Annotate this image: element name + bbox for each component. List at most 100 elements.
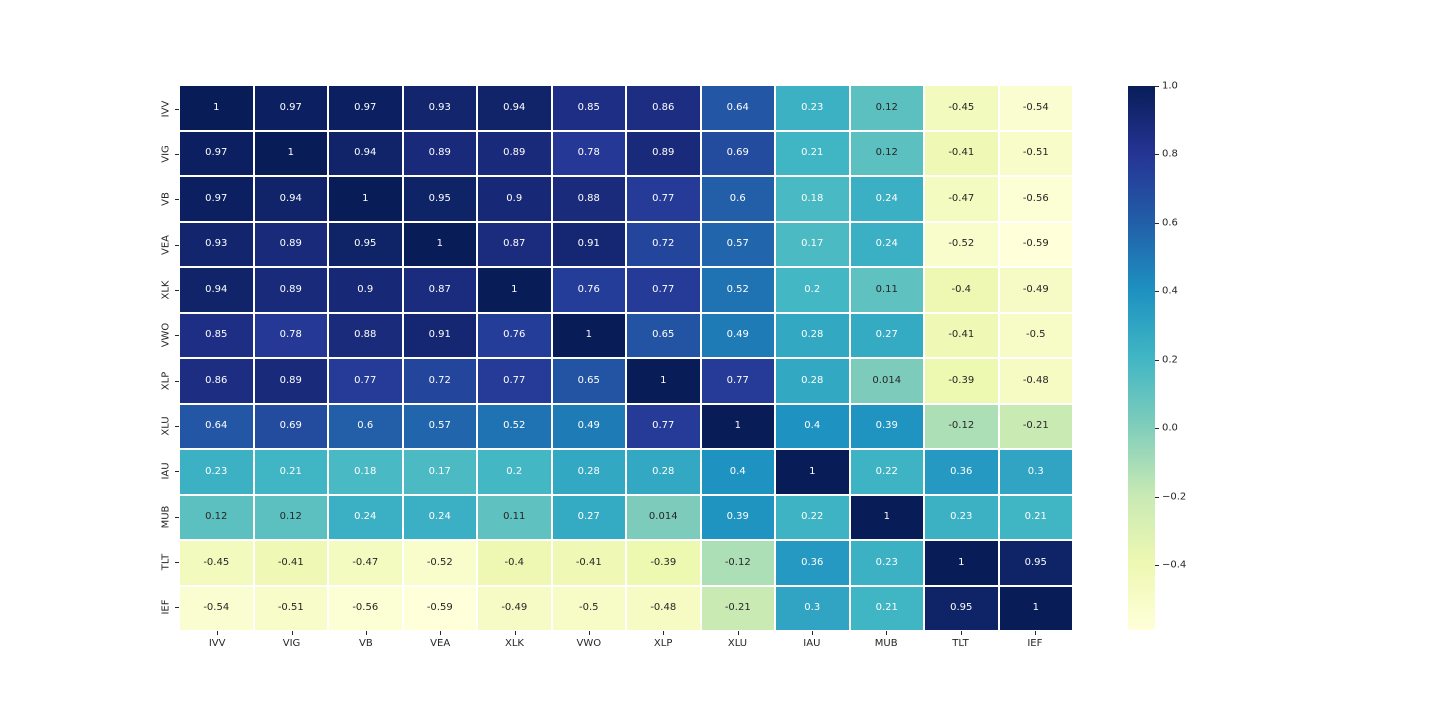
- heatmap-cell: 1: [329, 177, 402, 221]
- heatmap-cell: -0.48: [999, 359, 1072, 403]
- heatmap-cell: 0.89: [254, 222, 327, 266]
- cell-annotation: 0.76: [503, 329, 526, 341]
- cell-annotation: 0.89: [279, 238, 302, 250]
- colorbar-tick-label: 0.8: [1162, 148, 1178, 160]
- cell-annotation: 1: [213, 101, 220, 113]
- cell-annotation: 0.4: [729, 465, 746, 477]
- cell-annotation: 0.12: [279, 511, 302, 523]
- colorbar-tick: [1155, 86, 1159, 87]
- cell-annotation: 0.95: [1024, 556, 1047, 568]
- heatmap-cell: 0.69: [701, 131, 774, 175]
- heatmap-cell: -0.51: [254, 586, 327, 630]
- x-axis-tick: [588, 631, 590, 635]
- heatmap-cell: 0.97: [180, 131, 253, 175]
- heatmap-cell: -0.41: [925, 313, 998, 357]
- cell-annotation: 0.91: [428, 329, 451, 341]
- cell-annotation: 1: [585, 329, 592, 341]
- y-axis-tick: [175, 607, 179, 609]
- cell-annotation: 0.52: [503, 420, 526, 432]
- heatmap-cell: 0.23: [850, 541, 923, 585]
- cell-annotation: 0.94: [279, 192, 302, 204]
- x-axis-tick: [960, 631, 962, 635]
- cell-annotation: 0.85: [577, 101, 600, 113]
- x-axis-tick: [440, 631, 442, 635]
- heatmap-cell: 0.89: [254, 359, 327, 403]
- x-axis-label: VIG: [282, 638, 301, 649]
- y-axis-label: IAU: [160, 462, 172, 480]
- heatmap-cell: -0.54: [999, 86, 1072, 130]
- heatmap-cell: 0.24: [850, 177, 923, 221]
- heatmap-cell: -0.12: [701, 541, 774, 585]
- heatmap-cell: 0.18: [776, 177, 849, 221]
- cell-annotation: 0.64: [726, 101, 749, 113]
- cell-annotation: 0.93: [428, 101, 451, 113]
- y-axis-label: IEF: [160, 599, 172, 615]
- heatmap-cell: 0.22: [850, 450, 923, 494]
- heatmap-cell: 0.77: [329, 359, 402, 403]
- colorbar-tick: [1155, 428, 1159, 430]
- cell-annotation: 0.27: [875, 329, 898, 341]
- cell-annotation: 0.89: [503, 147, 526, 159]
- cell-annotation: 0.95: [950, 602, 973, 614]
- cell-annotation: 0.97: [205, 192, 228, 204]
- heatmap-cell: -0.47: [329, 541, 402, 585]
- cell-annotation: -0.49: [501, 602, 528, 614]
- heatmap-cell: 0.76: [478, 313, 551, 357]
- heatmap-cell: -0.39: [925, 359, 998, 403]
- heatmap-cell: 1: [627, 359, 700, 403]
- y-axis-tick: [175, 290, 179, 291]
- heatmap-cell: 1: [850, 495, 923, 539]
- heatmap-cell: 0.77: [627, 404, 700, 448]
- cell-annotation: 0.21: [801, 147, 824, 159]
- cell-annotation: 0.97: [205, 147, 228, 159]
- heatmap-cell: 0.72: [627, 222, 700, 266]
- cell-annotation: 0.86: [652, 101, 675, 113]
- cell-annotation: 0.2: [506, 465, 523, 477]
- heatmap-cell: 0.89: [254, 268, 327, 312]
- heatmap-cell: -0.49: [478, 586, 551, 630]
- cell-annotation: 0.11: [503, 511, 526, 523]
- cell-annotation: 0.39: [726, 511, 749, 523]
- cell-annotation: 0.3: [804, 602, 821, 614]
- cell-annotation: 0.23: [205, 465, 228, 477]
- cell-annotation: 0.28: [801, 374, 824, 386]
- colorbar-tick-label: −0.2: [1162, 491, 1187, 503]
- cell-annotation: 0.85: [205, 329, 228, 341]
- heatmap-cell: -0.59: [999, 222, 1072, 266]
- cell-annotation: 0.27: [577, 511, 600, 523]
- cell-annotation: 0.11: [875, 283, 898, 295]
- heatmap-cell: 0.21: [776, 131, 849, 175]
- y-axis-tick: [175, 516, 179, 518]
- heatmap-cell: -0.21: [999, 404, 1072, 448]
- heatmap-cell: 0.9: [478, 177, 551, 221]
- x-axis-label: IVV: [208, 638, 226, 649]
- heatmap-cell: 0.3: [776, 586, 849, 630]
- cell-annotation: -0.47: [948, 192, 975, 204]
- cell-annotation: 0.3: [1027, 465, 1044, 477]
- y-axis-label: VWO: [160, 323, 172, 348]
- heatmap-cell: 0.39: [701, 495, 774, 539]
- heatmap-cell: 0.12: [254, 495, 327, 539]
- cell-annotation: -0.48: [1022, 374, 1049, 386]
- x-axis-tick: [514, 631, 516, 635]
- y-axis-label: IVV: [160, 100, 172, 117]
- cell-annotation: 0.87: [503, 238, 526, 250]
- cell-annotation: -0.4: [951, 283, 971, 295]
- y-axis-tick: [175, 380, 179, 382]
- x-axis-tick: [663, 631, 665, 635]
- x-axis-label: IAU: [803, 638, 821, 649]
- cell-annotation: 0.93: [205, 238, 228, 250]
- cell-annotation: 0.95: [428, 192, 451, 204]
- heatmap-cell: -0.4: [478, 541, 551, 585]
- y-axis-label: VB: [160, 192, 172, 207]
- heatmap-cell: -0.48: [627, 586, 700, 630]
- cell-annotation: 0.21: [1024, 511, 1047, 523]
- cell-annotation: 0.12: [875, 101, 898, 113]
- cell-annotation: 0.17: [801, 238, 824, 250]
- heatmap-cell: -0.45: [925, 86, 998, 130]
- heatmap-cell: 0.94: [329, 131, 402, 175]
- heatmap-cell: 0.36: [776, 541, 849, 585]
- heatmap-cell: 0.97: [254, 86, 327, 130]
- heatmap-cell: 0.21: [254, 450, 327, 494]
- heatmap-cell: 0.77: [701, 359, 774, 403]
